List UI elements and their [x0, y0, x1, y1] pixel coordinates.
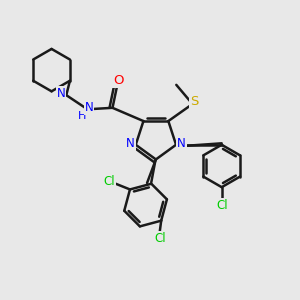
Text: N: N: [126, 137, 135, 150]
Text: S: S: [190, 95, 198, 108]
Text: N: N: [177, 137, 186, 150]
Text: Cl: Cl: [154, 232, 166, 245]
Text: O: O: [113, 74, 124, 87]
Text: Cl: Cl: [216, 199, 227, 212]
Text: Cl: Cl: [103, 175, 115, 188]
Text: N: N: [57, 87, 65, 100]
Text: H: H: [78, 111, 86, 121]
Text: N: N: [85, 101, 93, 114]
